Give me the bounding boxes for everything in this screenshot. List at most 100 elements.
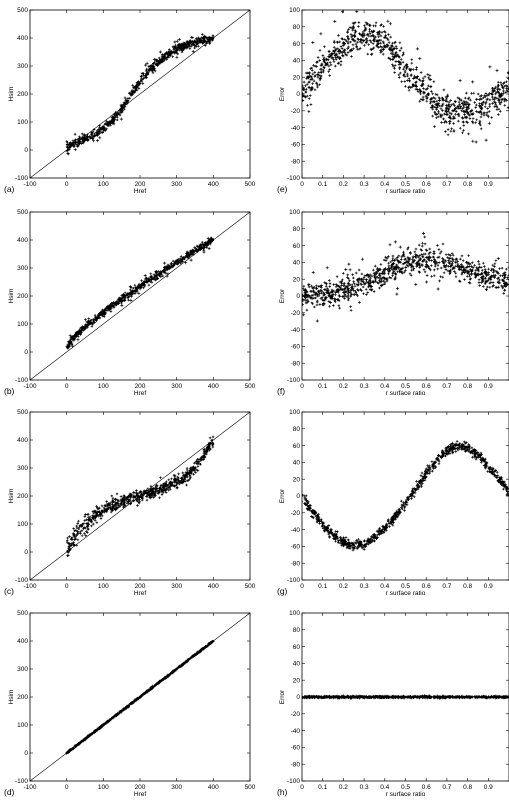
y-tick-label: 100 — [17, 521, 28, 528]
x-tick-label: 500 — [245, 784, 256, 791]
x-tick-label: 0.1 — [318, 181, 327, 188]
scatter-series-0 — [65, 435, 215, 557]
x-tick-label: 0.5 — [401, 784, 410, 791]
plot-frame — [301, 411, 509, 581]
x-axis-label: Href — [134, 590, 146, 597]
scatter-series-0 — [65, 33, 215, 156]
x-tick-label: 0.7 — [442, 181, 451, 188]
y-tick-label: -60 — [291, 344, 301, 351]
y-tick-label: 0 — [296, 694, 300, 701]
chart-panel-f: 0 0.1 0.2 0.3 0.4 0.5 0.6 0.7 0.8 0.9 -100 -80 -60 -4… — [277, 209, 509, 397]
x-tick-label: -100 — [23, 784, 36, 791]
plot-frame — [301, 211, 509, 381]
y-tick-label: 100 — [289, 409, 300, 416]
x-tick-label: 500 — [245, 181, 256, 188]
x-tick-label: 400 — [208, 784, 219, 791]
x-tick-label: 0.3 — [360, 583, 369, 590]
x-tick-label: 400 — [208, 181, 219, 188]
y-tick-label: 60 — [293, 443, 301, 450]
x-tick-label: 0.7 — [442, 383, 451, 390]
x-tick-label: 400 — [208, 383, 219, 390]
x-tick-label: -100 — [23, 583, 36, 590]
y-tick-label: 300 — [17, 63, 28, 70]
x-tick-label: 400 — [208, 583, 219, 590]
x-tick-label: 0.8 — [463, 383, 472, 390]
y-tick-label: 200 — [17, 493, 28, 500]
x-tick-label: 0 — [65, 181, 69, 188]
y-tick-label: 500 — [17, 209, 28, 216]
y-tick-label: 60 — [293, 644, 301, 651]
chart-panel-d: -100 0 100 200 300 400 500 -100 0 100 200 300 400 500… — [4, 610, 256, 798]
x-tick-label: 0.3 — [360, 784, 369, 791]
y-tick-label: -80 — [291, 360, 301, 367]
x-tick-label: 0.1 — [318, 383, 327, 390]
y-tick-label: -100 — [287, 577, 300, 584]
y-tick-label: -40 — [291, 527, 301, 534]
y-axis-label: Error — [279, 689, 286, 704]
y-tick-label: -100 — [287, 377, 300, 384]
y-tick-label: -100 — [15, 175, 28, 182]
x-tick-label: 300 — [171, 784, 182, 791]
x-tick-label: 0.8 — [463, 181, 472, 188]
x-tick-label: 0.6 — [422, 181, 431, 188]
x-tick-label: 0.9 — [484, 583, 493, 590]
y-tick-label: -80 — [291, 158, 301, 165]
reference-line — [30, 212, 250, 380]
y-tick-label: 80 — [293, 627, 301, 634]
x-tick-label: 0.4 — [380, 383, 389, 390]
y-tick-label: -60 — [291, 142, 301, 149]
x-tick-label: 0.6 — [422, 383, 431, 390]
y-tick-label: 300 — [17, 465, 28, 472]
chart-panel-c: -100 0 100 200 300 400 500 -100 0 100 200 300 400 500… — [4, 409, 256, 597]
y-tick-label: 200 — [17, 293, 28, 300]
x-tick-label: -100 — [23, 383, 36, 390]
x-tick-label: 0 — [65, 383, 69, 390]
x-tick-label: 100 — [98, 583, 109, 590]
y-tick-label: 0 — [296, 91, 300, 98]
y-tick-label: 100 — [289, 7, 300, 14]
chart-panel-b: -100 0 100 200 300 400 500 -100 0 100 200 300 400 500… — [4, 209, 256, 397]
x-tick-label: 0.7 — [442, 784, 451, 791]
scatter-points — [65, 639, 215, 755]
x-tick-label: 0 — [65, 784, 69, 791]
x-tick-label: 0.9 — [484, 784, 493, 791]
y-tick-label: 40 — [293, 661, 301, 668]
scatter-points — [302, 231, 509, 323]
x-axis-label: r surface ratio — [386, 390, 426, 397]
x-tick-label: 0 — [65, 583, 69, 590]
y-tick-label: 60 — [293, 243, 301, 250]
x-tick-label: 300 — [171, 383, 182, 390]
x-tick-label: 0.3 — [360, 181, 369, 188]
y-axis-label: Error — [279, 488, 286, 503]
x-tick-label: 0.2 — [339, 181, 348, 188]
scatter-points — [65, 236, 215, 350]
y-tick-label: 0 — [296, 493, 300, 500]
scatter-series-0 — [65, 639, 215, 755]
y-tick-label: 500 — [17, 409, 28, 416]
x-tick-label: 0.2 — [339, 583, 348, 590]
y-tick-label: 0 — [24, 349, 28, 356]
x-axis-label: Href — [134, 188, 146, 195]
panel-letter: (f) — [277, 386, 285, 396]
x-tick-label: 0 — [300, 181, 304, 188]
chart-panel-h: 0 0.1 0.2 0.3 0.4 0.5 0.6 0.7 0.8 0.9 -100 -80 -60 -4… — [277, 610, 509, 798]
x-tick-label: 0.2 — [339, 383, 348, 390]
x-tick-label: 0.1 — [318, 583, 327, 590]
y-tick-label: 100 — [17, 722, 28, 729]
x-tick-label: 0.4 — [380, 784, 389, 791]
x-tick-label: 0.9 — [484, 181, 493, 188]
y-axis-label: Error — [279, 288, 286, 303]
y-axis-label: Hsim — [8, 690, 15, 705]
chart-panel-a: -100 0 100 200 300 400 500 -100 0 100 200 300 400 500… — [4, 7, 256, 195]
panel-letter: (b) — [4, 386, 15, 396]
y-tick-label: 60 — [293, 41, 301, 48]
x-tick-label: 0 — [300, 383, 304, 390]
scatter-series-0 — [302, 440, 509, 552]
chart-panel-g: 0 0.1 0.2 0.3 0.4 0.5 0.6 0.7 0.8 0.9 -100 -80 -60 -4… — [277, 409, 509, 597]
x-tick-label: 200 — [135, 181, 146, 188]
scatter-points — [302, 694, 509, 700]
x-tick-label: 0.5 — [401, 383, 410, 390]
y-tick-label: 400 — [17, 638, 28, 645]
y-tick-label: 20 — [293, 276, 301, 283]
